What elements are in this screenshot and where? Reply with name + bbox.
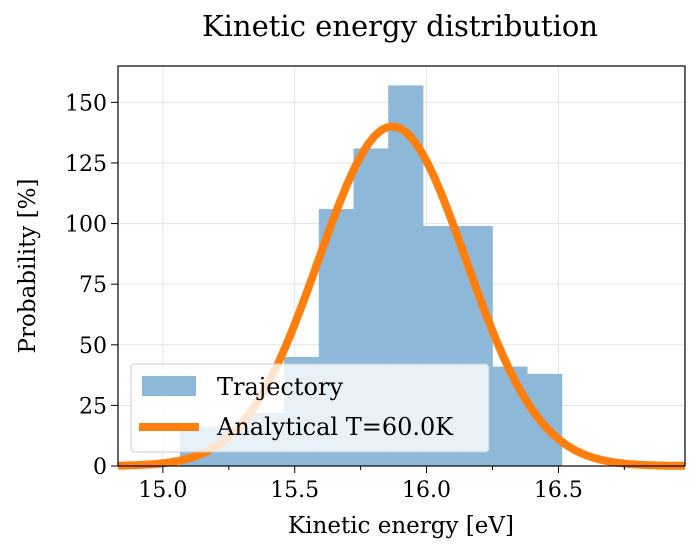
- y-tick-label: 0: [93, 455, 107, 480]
- x-tick-label: 16.5: [534, 478, 583, 503]
- y-axis-label: Probability [%]: [15, 179, 41, 354]
- legend-trajectory-label: Trajectory: [217, 373, 343, 401]
- y-tick-label: 25: [79, 394, 107, 419]
- x-tick-label: 15.0: [138, 478, 187, 503]
- y-tick-label: 125: [65, 152, 107, 177]
- x-tick-label: 16.0: [402, 478, 451, 503]
- plot-frame: [117, 65, 686, 467]
- legend: Trajectory Analytical T=60.0K: [130, 363, 490, 453]
- legend-trajectory-swatch: [142, 376, 196, 396]
- y-tick-label: 50: [79, 334, 107, 359]
- y-tick-label: 75: [79, 273, 107, 298]
- y-tick-label: 100: [65, 213, 107, 238]
- legend-analytical-label: Analytical T=60.0K: [216, 413, 454, 441]
- legend-box: [130, 363, 490, 453]
- x-tick-label: 15.5: [270, 478, 319, 503]
- chart-title: Kinetic energy distribution: [202, 9, 598, 43]
- histogram-bar: [492, 366, 528, 466]
- y-tick-label: 150: [65, 91, 107, 116]
- x-axis-label: Kinetic energy [eV]: [288, 513, 514, 539]
